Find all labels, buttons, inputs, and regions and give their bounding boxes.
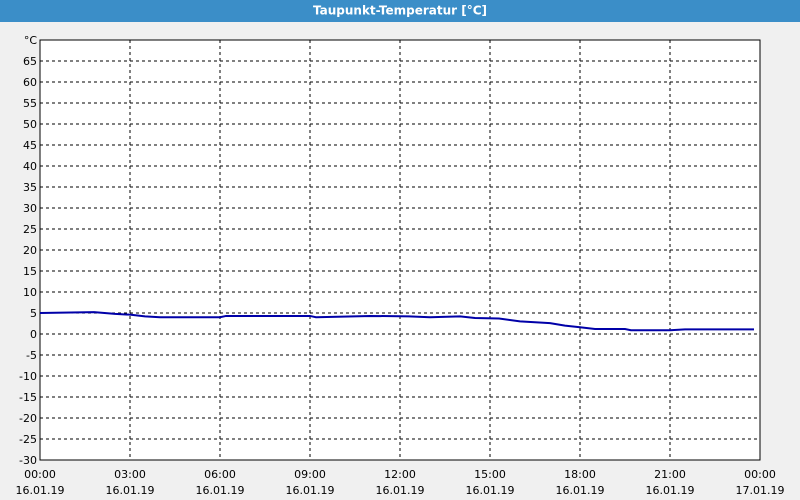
x-tick-date: 16.01.19 [106,484,155,497]
y-tick-label: 25 [23,223,37,236]
x-tick-label: 06:00 [204,468,236,481]
data-line [39,311,754,332]
x-tick-label: 21:00 [654,468,686,481]
x-tick-date: 16.01.19 [466,484,515,497]
x-tick-label: 00:00 [744,468,776,481]
y-tick-label: 50 [23,118,37,131]
y-tick-label: 40 [23,160,37,173]
y-tick-label: 0 [30,328,37,341]
y-tick-label: 10 [23,286,37,299]
x-tick-label: 00:00 [24,468,56,481]
y-tick-label: 30 [23,202,37,215]
x-tick-date: 16.01.19 [196,484,245,497]
y-tick-label: 35 [23,181,37,194]
chart-title: Taupunkt-Temperatur [°C] [313,4,487,18]
y-tick-label: 20 [23,244,37,257]
x-tick-date: 16.01.19 [376,484,425,497]
y-tick-label: 65 [23,55,37,68]
x-tick-date: 16.01.19 [286,484,335,497]
y-tick-label: -15 [19,391,37,404]
y-tick-label: -20 [19,412,37,425]
y-tick-label: °C [24,34,38,47]
x-tick-label: 18:00 [564,468,596,481]
x-tick-label: 15:00 [474,468,506,481]
y-tick-label: -5 [26,349,37,362]
y-tick-label: -10 [19,370,37,383]
y-tick-label: 45 [23,139,37,152]
x-tick-label: 03:00 [114,468,146,481]
x-tick-date: 17.01.19 [736,484,785,497]
y-tick-label: 55 [23,97,37,110]
y-tick-label: 60 [23,76,37,89]
x-tick-date: 16.01.19 [646,484,695,497]
y-tick-label: 5 [30,307,37,320]
y-tick-label: -25 [19,433,37,446]
x-tick-date: 16.01.19 [556,484,605,497]
x-tick-label: 12:00 [384,468,416,481]
title-bar [0,0,800,22]
y-tick-label: 15 [23,265,37,278]
y-tick-label: -30 [19,454,37,467]
x-tick-date: 16.01.19 [16,484,65,497]
x-tick-label: 09:00 [294,468,326,481]
